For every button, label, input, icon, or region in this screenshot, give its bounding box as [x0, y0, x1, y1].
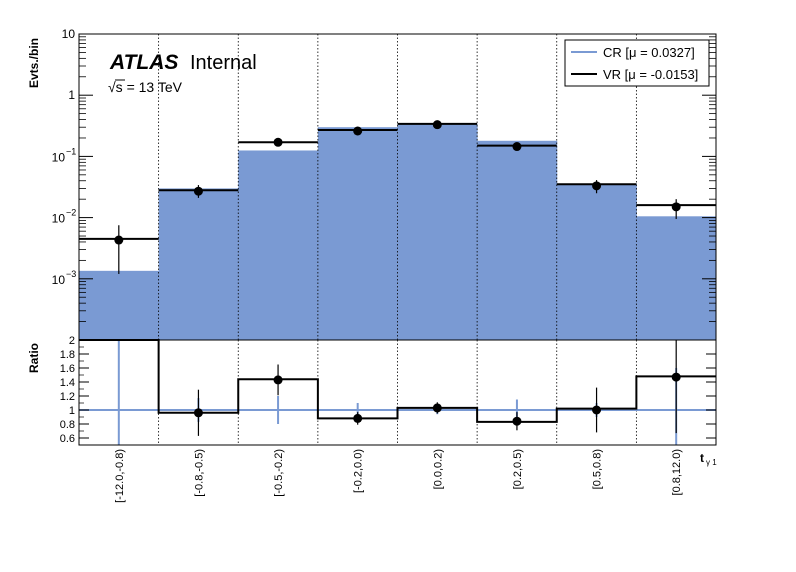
data-point	[273, 137, 283, 147]
ratio-y-tick-label: 1.6	[60, 363, 75, 375]
x-tick-label: [0.5,0.8)	[592, 449, 604, 489]
x-tick-label: [0.0,0.2)	[432, 449, 444, 489]
ratio-y-tick-label: 2	[69, 335, 75, 347]
x-tick-label: [0.2,0.5)	[512, 449, 524, 489]
energy-label: √s = 13 TeV	[108, 79, 183, 95]
ratio-plot-frame	[78, 339, 717, 446]
y-tick-label: 10	[52, 273, 66, 287]
x-axis-title: t	[700, 451, 704, 465]
ratio-point	[193, 408, 203, 418]
ratio-plot: 0.6 0.8 1 1.2 1.4 1.6 1.8 2 [-12.0,-0.8) [-0.8,-0…	[60, 335, 717, 503]
data-point	[193, 186, 203, 196]
y-tick-label: 1	[68, 88, 75, 102]
ratio-y-tick-label: 0.8	[60, 419, 75, 431]
cr-histogram-bar	[238, 150, 319, 340]
x-tick-label: [-0.2,0.0)	[353, 449, 365, 493]
y-tick-label-exponent: −1	[66, 146, 76, 156]
cr-histogram-bar	[636, 216, 717, 340]
atlas-label: ATLAS	[109, 51, 178, 74]
ratio-y-tick-label: 1	[69, 405, 75, 417]
y-tick-label-exponent: −2	[66, 208, 76, 218]
y-tick-label-exponent: −3	[66, 269, 76, 279]
ratio-y-tick-label: 1.2	[60, 391, 75, 403]
cr-histogram-bar	[317, 127, 398, 340]
legend-box	[564, 39, 710, 87]
y-tick-label: 10	[62, 27, 76, 41]
ratio-point	[671, 372, 681, 382]
legend-label: VR [μ = -0.0153]	[603, 67, 698, 82]
legend: CR [μ = 0.0327] VR [μ = -0.0153]	[564, 39, 710, 87]
status-label: Internal	[190, 52, 257, 74]
y-tick-label: 10	[52, 212, 66, 226]
data-point	[512, 142, 522, 152]
data-point	[671, 202, 681, 212]
ratio-y-tick-label: 1.8	[60, 349, 75, 361]
data-point	[432, 120, 442, 130]
cr-histogram-bar	[158, 188, 239, 340]
data-point	[592, 181, 602, 191]
x-tick-label: [-0.5,-0.2)	[273, 449, 285, 497]
annotations: ATLAS Internal √s = 13 TeV Evts./bin Rat…	[27, 38, 717, 467]
cr-histogram-bar	[556, 183, 637, 340]
x-axis-title-sub: γ 1	[706, 458, 717, 467]
ratio-point	[273, 375, 283, 385]
x-tick-label: [-12.0,-0.8)	[114, 449, 126, 503]
x-tick-label: [0.8,12.0)	[671, 449, 683, 495]
cr-histogram-bar	[79, 270, 160, 340]
x-tick-label: [-0.8,-0.5)	[193, 449, 205, 497]
y-axis-title: Evts./bin	[27, 38, 41, 88]
data-point	[353, 126, 363, 136]
ratio-axis-title: Ratio	[27, 343, 41, 373]
cr-histogram-bar	[477, 140, 558, 340]
ratio-y-tick-label: 0.6	[60, 433, 75, 445]
y-tick-label: 10	[52, 150, 66, 164]
ratio-point	[353, 413, 363, 423]
ratio-point	[432, 403, 442, 413]
ratio-point	[512, 416, 522, 426]
ratio-point	[592, 405, 602, 415]
cr-histogram-bar	[397, 123, 478, 340]
ratio-y-tick-label: 1.4	[60, 377, 75, 389]
legend-label: CR [μ = 0.0327]	[603, 45, 695, 60]
data-point	[114, 235, 124, 245]
